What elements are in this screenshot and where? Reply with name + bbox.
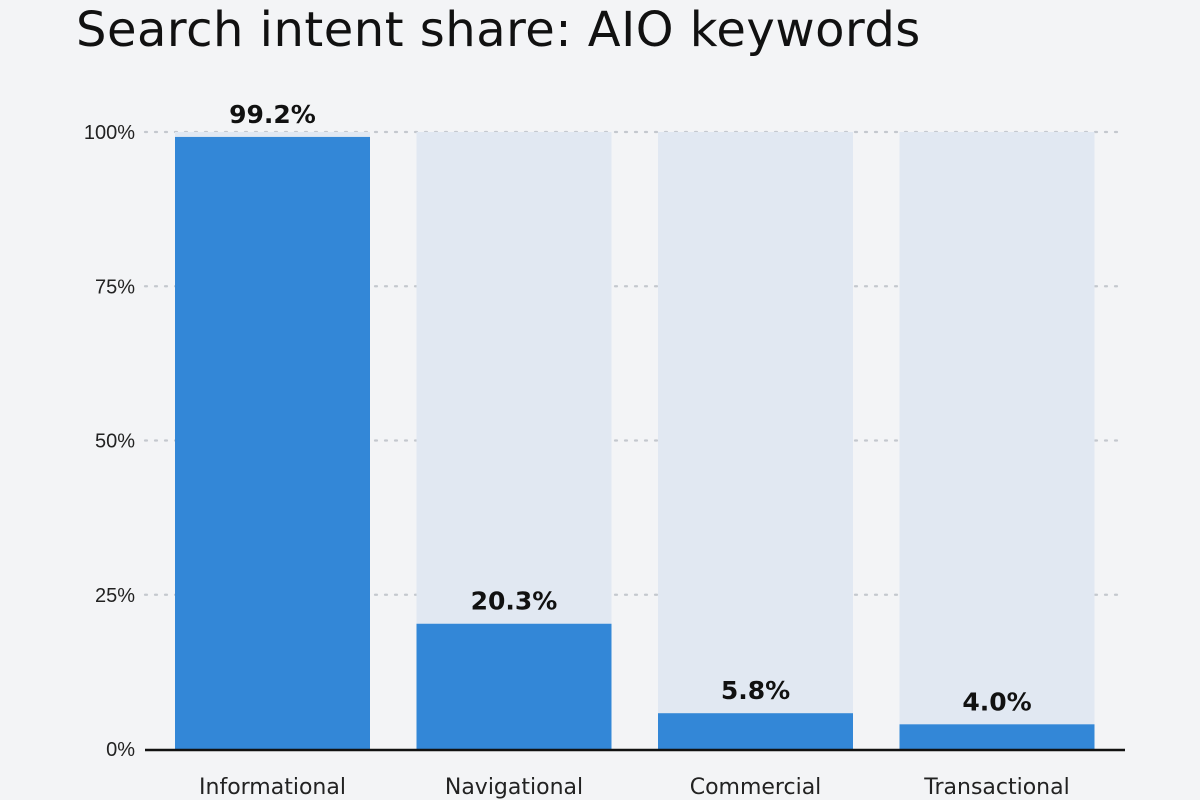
x-tick-label: Informational: [199, 775, 346, 800]
data-label: 5.8%: [721, 676, 790, 705]
y-tick-label: 75%: [95, 276, 135, 298]
bar: [899, 724, 1095, 749]
bar-background: [899, 132, 1095, 749]
x-tick-label: Transactional: [923, 775, 1069, 800]
y-tick-label: 50%: [95, 431, 135, 453]
y-tick-label: 25%: [95, 585, 135, 607]
bar: [175, 136, 370, 749]
y-tick-label: 0%: [106, 739, 135, 761]
bar-background: [658, 132, 853, 749]
data-label: 20.3%: [471, 587, 558, 616]
data-label: 4.0%: [962, 687, 1031, 716]
bar: [416, 623, 612, 749]
y-tick-label: 100%: [84, 122, 135, 144]
x-tick-label: Commercial: [690, 775, 822, 800]
gridlines: [143, 130, 1127, 596]
bars: [175, 136, 1095, 749]
bar: [658, 713, 853, 749]
x-tick-label: Navigational: [445, 775, 583, 800]
chart-title: Search intent share: AIO keywords: [76, 2, 921, 58]
data-label: 99.2%: [229, 100, 316, 129]
labels: 0% 25% 50% 75% 100% 99.2% Informational 20.3% Na…: [84, 100, 1070, 800]
